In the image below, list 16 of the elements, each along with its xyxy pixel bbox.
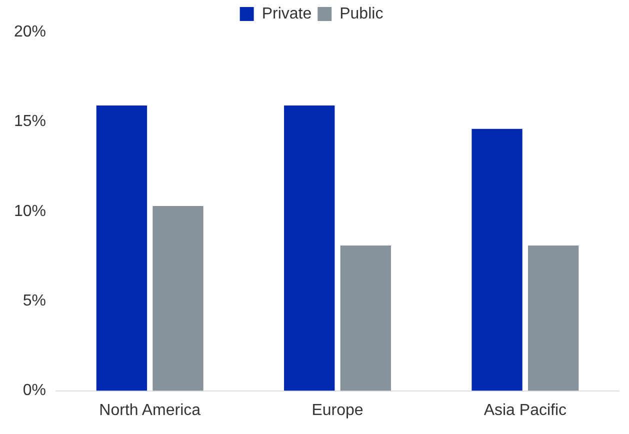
legend-label: Public — [340, 5, 384, 22]
y-tick-label: 20% — [14, 23, 46, 40]
bar — [284, 106, 335, 391]
x-tick-label: Europe — [312, 402, 364, 419]
x-tick-label: North America — [99, 402, 201, 419]
bar — [340, 245, 391, 391]
y-tick-label: 0% — [22, 382, 46, 400]
bar — [472, 128, 522, 391]
y-tick-label: 5% — [22, 292, 46, 310]
y-tick-label: 15% — [14, 113, 46, 130]
bar — [528, 245, 579, 391]
bar — [96, 106, 148, 391]
legend-label: Private — [262, 5, 312, 22]
x-tick-label: Asia Pacific — [484, 402, 567, 419]
y-tick-label: 10% — [14, 202, 46, 220]
bar — [152, 206, 204, 391]
